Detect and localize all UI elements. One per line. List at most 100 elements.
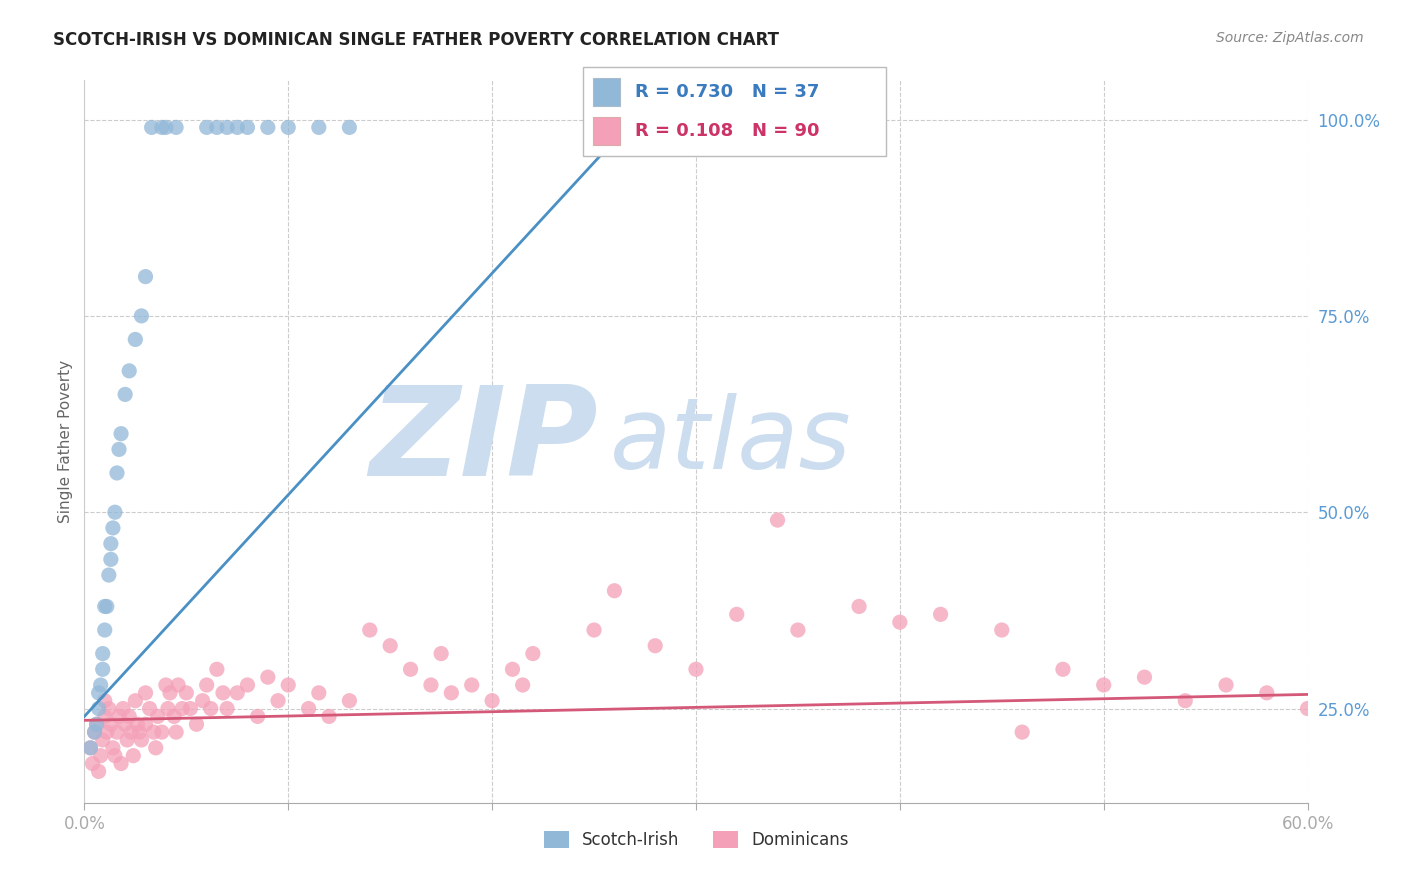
Point	[195, 120, 218, 135]
Point	[339, 694, 361, 708]
Point	[97, 568, 120, 582]
Point	[120, 725, 142, 739]
Point	[155, 120, 177, 135]
Point	[105, 725, 128, 739]
Point	[82, 756, 104, 771]
Point	[141, 120, 163, 135]
Point	[79, 740, 101, 755]
Point	[115, 733, 138, 747]
Point	[1215, 678, 1237, 692]
Point	[91, 733, 114, 747]
Point	[440, 686, 463, 700]
Point	[86, 717, 108, 731]
Point	[167, 678, 190, 692]
Point	[150, 725, 173, 739]
Point	[308, 120, 330, 135]
Point	[195, 678, 218, 692]
Point	[83, 725, 105, 739]
Point	[131, 733, 153, 747]
Point	[165, 725, 187, 739]
Point	[100, 717, 122, 731]
Point	[124, 333, 146, 347]
Point	[889, 615, 911, 630]
Point	[86, 717, 108, 731]
Point	[165, 120, 187, 135]
Point	[191, 694, 214, 708]
Point	[380, 639, 402, 653]
Point	[127, 717, 149, 731]
Point	[212, 686, 235, 700]
Point	[308, 686, 330, 700]
Point	[87, 686, 110, 700]
Point	[257, 120, 280, 135]
Point	[512, 678, 534, 692]
Point	[226, 686, 249, 700]
Point	[110, 426, 132, 441]
Point	[90, 678, 112, 692]
Point	[156, 701, 179, 715]
Point	[101, 521, 124, 535]
Point	[1011, 725, 1033, 739]
Point	[110, 756, 132, 771]
Point	[91, 662, 114, 676]
Point	[114, 717, 136, 731]
Point	[97, 701, 120, 715]
Point	[267, 694, 290, 708]
Point	[131, 309, 153, 323]
Point	[108, 442, 131, 457]
Point	[93, 599, 115, 614]
Text: R = 0.108   N = 90: R = 0.108 N = 90	[636, 122, 820, 140]
Point	[277, 120, 299, 135]
Text: SCOTCH-IRISH VS DOMINICAN SINGLE FATHER POVERTY CORRELATION CHART: SCOTCH-IRISH VS DOMINICAN SINGLE FATHER …	[53, 31, 779, 49]
Text: atlas: atlas	[610, 393, 852, 490]
Point	[96, 725, 118, 739]
Point	[186, 717, 208, 731]
Point	[583, 623, 606, 637]
Y-axis label: Single Father Poverty: Single Father Poverty	[58, 360, 73, 523]
Point	[87, 701, 110, 715]
Point	[155, 678, 177, 692]
Point	[603, 583, 626, 598]
Point	[101, 740, 124, 755]
Text: R = 0.730   N = 37: R = 0.730 N = 37	[636, 83, 820, 101]
Point	[481, 694, 503, 708]
Point	[100, 552, 122, 566]
Point	[766, 513, 789, 527]
Point	[104, 505, 127, 519]
FancyBboxPatch shape	[592, 78, 620, 106]
Point	[145, 740, 167, 755]
Point	[146, 709, 169, 723]
Point	[685, 662, 707, 676]
Point	[359, 623, 381, 637]
Point	[118, 709, 141, 723]
Point	[91, 647, 114, 661]
Point	[108, 709, 131, 723]
Point	[929, 607, 952, 622]
Point	[114, 387, 136, 401]
Point	[430, 647, 453, 661]
Point	[644, 639, 666, 653]
Point	[179, 701, 201, 715]
Point	[104, 748, 127, 763]
Point	[339, 120, 361, 135]
Point	[122, 748, 145, 763]
Point	[991, 623, 1014, 637]
Point	[163, 709, 186, 723]
Point	[142, 725, 165, 739]
Point	[236, 120, 259, 135]
Point	[502, 662, 524, 676]
Point	[277, 678, 299, 692]
Point	[90, 748, 112, 763]
Point	[128, 725, 150, 739]
Point	[420, 678, 443, 692]
Point	[112, 701, 135, 715]
Point	[787, 623, 810, 637]
Legend: Scotch-Irish, Dominicans: Scotch-Irish, Dominicans	[537, 824, 855, 856]
Point	[135, 269, 157, 284]
Point	[100, 536, 122, 550]
Point	[124, 694, 146, 708]
Text: Source: ZipAtlas.com: Source: ZipAtlas.com	[1216, 31, 1364, 45]
Text: ZIP: ZIP	[370, 381, 598, 502]
Point	[79, 740, 101, 755]
Point	[1133, 670, 1156, 684]
